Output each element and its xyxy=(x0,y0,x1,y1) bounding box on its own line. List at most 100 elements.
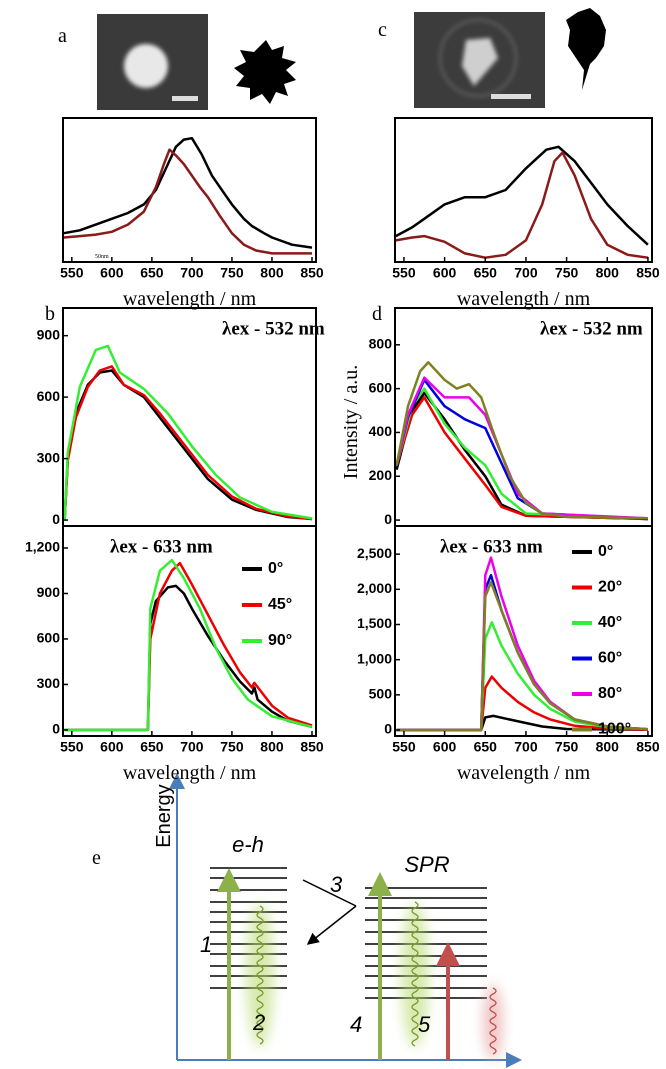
x-tick-label: 850 xyxy=(300,739,324,755)
glow xyxy=(246,903,274,1047)
y-tick-label: 900 xyxy=(37,326,61,342)
y-tick-label: 400 xyxy=(369,423,393,439)
silhouette-a xyxy=(234,40,296,104)
x-axis-title: wavelength / nm xyxy=(123,762,257,784)
y-tick-label: 600 xyxy=(369,379,393,395)
x-tick-label: 800 xyxy=(596,265,620,281)
legend-label: 0° xyxy=(268,560,283,577)
x-axis-title: wavelength / nm xyxy=(123,288,257,310)
annotation: λex - 532 nm xyxy=(540,318,643,339)
x-tick-label: 750 xyxy=(220,265,244,281)
panel-label: c xyxy=(378,19,387,41)
x-tick-label: 550 xyxy=(60,265,84,281)
legend-label: 0° xyxy=(598,543,613,560)
silhouette-c xyxy=(566,8,606,90)
plot-frame xyxy=(62,117,317,263)
series-line xyxy=(395,145,649,246)
chart: 550 600 650 700 750 800 850 wavelength / nm a 50n… xyxy=(58,25,324,310)
band-label: e-h xyxy=(232,832,264,857)
y-axis-title: Intensity / a.u. xyxy=(340,365,362,479)
y-tick-label: 1,500 xyxy=(357,615,392,631)
panel-label: e xyxy=(92,847,101,869)
series-line xyxy=(395,396,648,521)
series-line xyxy=(396,621,648,732)
x-tick-label: 600 xyxy=(433,739,457,755)
x-tick-label: 600 xyxy=(100,265,124,281)
y-tick-label: 0 xyxy=(52,511,60,527)
y-tick-label: 500 xyxy=(369,686,393,702)
x-tick-label: 650 xyxy=(140,265,164,281)
glow xyxy=(401,903,429,1047)
chart: 0° 45° 90° 0 300 600 900 1,200 550 600 650 700 750 80… xyxy=(25,525,324,784)
chart: 0° 20° 40° 60° 80° 100° 0 500 1,000 1,500 2,000 2,5… xyxy=(357,525,660,784)
transfer-arrow xyxy=(302,879,357,907)
series-line xyxy=(64,584,313,732)
relaxation-wave xyxy=(411,901,419,1047)
y-tick-label: 300 xyxy=(37,449,61,465)
x-tick-label: 750 xyxy=(220,739,244,755)
series-line xyxy=(63,148,312,255)
x-tick-label: 750 xyxy=(555,265,579,281)
x-tick-label: 700 xyxy=(180,265,204,281)
annotation: λex - 532 nm xyxy=(222,318,325,339)
y-tick-label: 300 xyxy=(37,675,61,691)
panel-label: d xyxy=(372,303,382,325)
panel-label: a xyxy=(58,25,67,47)
energy-diagram: e Energy e-h SPR 1 2 3 4 5 xyxy=(92,773,522,1068)
series-line xyxy=(63,369,313,521)
series-line xyxy=(63,136,313,249)
series-line xyxy=(396,581,648,732)
series-line xyxy=(396,675,648,732)
y-tick-label: 600 xyxy=(37,388,61,404)
x-tick-label: 550 xyxy=(392,265,416,281)
step-label: 5 xyxy=(418,1012,431,1037)
y-tick-label: 0 xyxy=(384,511,392,527)
plot-frame xyxy=(62,307,317,527)
x-tick-label: 800 xyxy=(260,265,284,281)
chart: 550 600 650 700 750 800 850 wavelength / nm c xyxy=(378,19,660,310)
x-tick-label: 800 xyxy=(596,739,620,755)
y-tick-label: 800 xyxy=(369,336,393,352)
series-line xyxy=(63,344,313,521)
x-tick-label: 650 xyxy=(474,265,498,281)
x-tick-label: 850 xyxy=(636,739,660,755)
y-tick-label: 900 xyxy=(37,584,61,600)
plot-frame xyxy=(62,525,317,737)
y-tick-label: 1,200 xyxy=(25,539,60,555)
transfer-arrow xyxy=(306,905,357,945)
legend-label: 90° xyxy=(268,632,292,649)
y-tick-label: 600 xyxy=(37,630,61,646)
y-tick-label: 1,000 xyxy=(357,650,392,666)
legend-label: 60° xyxy=(598,650,622,667)
legend-label: 100° xyxy=(598,721,631,738)
x-axis-title: wavelength / nm xyxy=(457,288,591,310)
x-tick-label: 800 xyxy=(260,739,284,755)
step-label: 1 xyxy=(200,932,212,957)
legend-label: 80° xyxy=(598,685,622,702)
step-label: 4 xyxy=(350,1012,362,1037)
x-tick-label: 650 xyxy=(140,739,164,755)
plot-frame xyxy=(394,307,653,527)
series-line xyxy=(395,151,649,259)
sem-image-c xyxy=(414,12,545,108)
step-label: 2 xyxy=(252,1010,265,1035)
x-tick-label: 600 xyxy=(433,265,457,281)
x-tick-label: 750 xyxy=(555,739,579,755)
y-tick-label: 0 xyxy=(384,721,392,737)
relaxation-wave xyxy=(256,905,264,1045)
chart: 0 200 400 600 800 Intensity / a.u. d λex - 532 … xyxy=(340,303,653,527)
sem-image-a xyxy=(97,14,208,110)
glow xyxy=(483,984,503,1060)
panel-label: b xyxy=(45,303,55,325)
y-tick-label: 0 xyxy=(52,721,60,737)
axis-label: Energy xyxy=(153,784,175,847)
legend-label: 40° xyxy=(598,614,622,631)
x-tick-label: 650 xyxy=(474,739,498,755)
series-line xyxy=(64,558,313,732)
x-tick-label: 850 xyxy=(300,265,324,281)
series-line xyxy=(64,561,313,732)
x-tick-label: 600 xyxy=(100,739,124,755)
y-tick-label: 2,000 xyxy=(357,580,392,596)
